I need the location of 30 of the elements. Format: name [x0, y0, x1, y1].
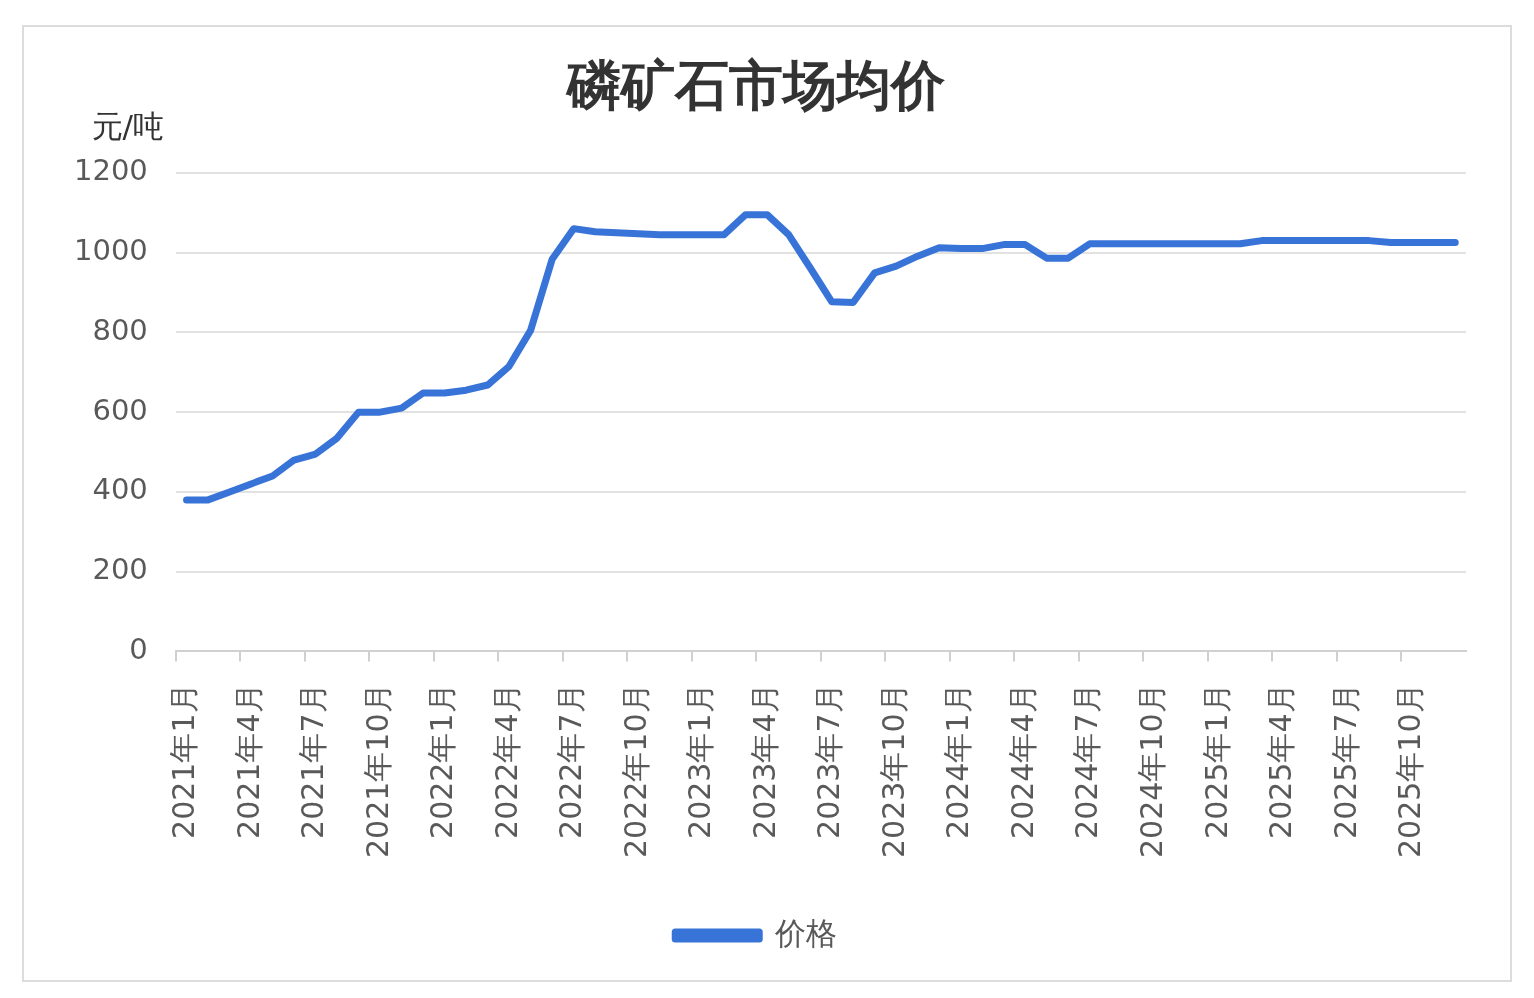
x-tick-label: 2024年4月	[1004, 683, 1040, 839]
x-tick-label: 2025年1月	[1198, 683, 1234, 839]
x-tick-label: 2024年10月	[1134, 683, 1169, 859]
x-tick-label: 2022年1月	[424, 683, 460, 839]
y-tick-label: 1000	[73, 233, 148, 268]
y-axis-title: 元/吨	[91, 107, 165, 144]
y-tick-label: 1200	[73, 153, 148, 188]
x-tick-label: 2025年4月	[1263, 683, 1299, 839]
x-tick-label: 2021年1月	[166, 683, 202, 839]
x-tick-label: 2021年10月	[359, 683, 395, 859]
x-tick-label: 2023年10月	[875, 683, 911, 859]
x-tick-label: 2024年7月	[1069, 683, 1105, 839]
x-tick-label: 2022年10月	[617, 683, 653, 859]
x-tick-label: 2025年7月	[1327, 683, 1363, 839]
x-tick-label: 2021年7月	[295, 683, 331, 839]
x-tick-label: 2022年4月	[488, 683, 524, 839]
legend-label: 价格	[773, 914, 837, 951]
y-tick-label: 200	[92, 552, 148, 587]
y-tick-label: 600	[92, 392, 148, 427]
x-tick-label: 2022年7月	[553, 683, 589, 839]
x-tick-label: 2021年4月	[230, 683, 266, 839]
y-tick-label: 800	[92, 312, 148, 347]
x-tick-label: 2024年1月	[940, 683, 976, 839]
x-tick-label: 2023年1月	[682, 683, 718, 839]
x-tick-label: 2023年4月	[746, 683, 782, 839]
x-tick-label: 2025年10月	[1392, 683, 1428, 859]
chart-title: 磷矿石市场均价	[565, 53, 945, 118]
y-tick-label: 0	[129, 632, 148, 667]
y-tick-label: 400	[92, 472, 148, 507]
x-tick-label: 2023年7月	[811, 683, 847, 839]
